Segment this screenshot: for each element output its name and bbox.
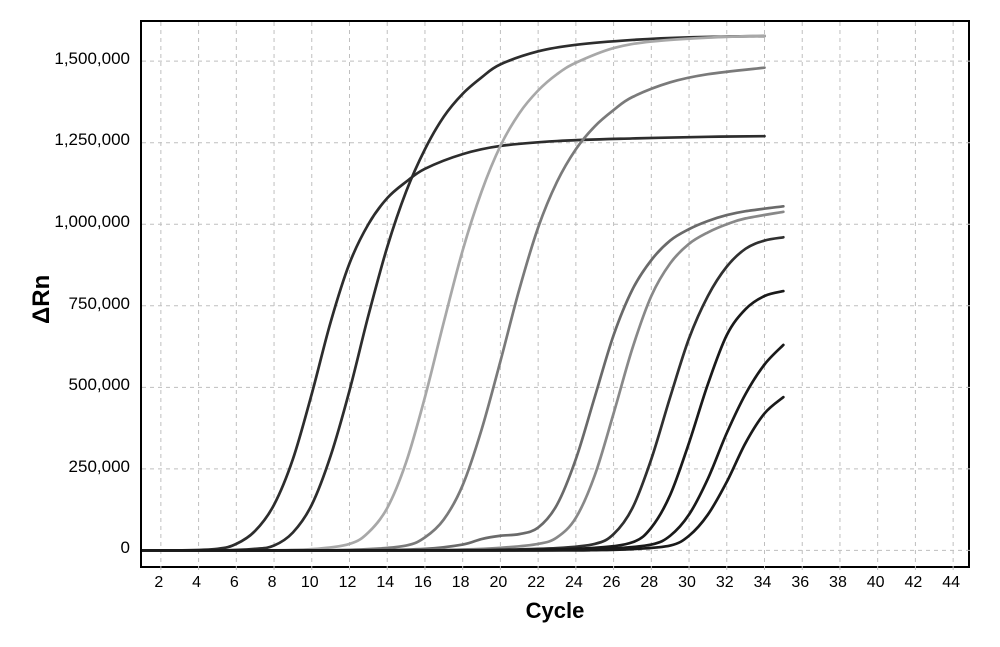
x-tick-label: 8 [258, 574, 286, 592]
x-tick-label: 40 [862, 574, 890, 592]
y-tick-label: 1,500,000 [0, 49, 130, 69]
x-axis-label: Cycle [140, 598, 970, 624]
x-tick-label: 22 [522, 574, 550, 592]
x-tick-label: 24 [560, 574, 588, 592]
x-tick-label: 28 [635, 574, 663, 592]
y-tick-label: 0 [0, 538, 130, 558]
x-tick-label: 34 [749, 574, 777, 592]
x-tick-label: 44 [937, 574, 965, 592]
curve-4 [142, 68, 765, 551]
x-tick-label: 4 [183, 574, 211, 592]
x-tick-label: 16 [409, 574, 437, 592]
x-tick-label: 6 [220, 574, 248, 592]
amplification-chart: ΔRn Cycle 0250,000500,000750,0001,000,00… [0, 0, 1000, 647]
x-tick-label: 30 [673, 574, 701, 592]
curve-3 [142, 36, 765, 551]
x-tick-label: 14 [371, 574, 399, 592]
curve-1 [142, 136, 765, 550]
x-tick-label: 18 [447, 574, 475, 592]
x-tick-label: 10 [296, 574, 324, 592]
x-tick-label: 12 [334, 574, 362, 592]
y-tick-label: 250,000 [0, 457, 130, 477]
y-tick-label: 1,250,000 [0, 130, 130, 150]
y-tick-label: 750,000 [0, 294, 130, 314]
x-tick-label: 2 [145, 574, 173, 592]
x-tick-label: 26 [598, 574, 626, 592]
x-tick-label: 32 [711, 574, 739, 592]
plot-svg [142, 22, 972, 570]
x-tick-label: 20 [484, 574, 512, 592]
x-tick-label: 36 [786, 574, 814, 592]
y-tick-label: 500,000 [0, 375, 130, 395]
x-tick-label: 38 [824, 574, 852, 592]
curve-2 [142, 36, 765, 551]
plot-area [140, 20, 970, 568]
x-tick-label: 42 [899, 574, 927, 592]
y-tick-label: 1,000,000 [0, 212, 130, 232]
